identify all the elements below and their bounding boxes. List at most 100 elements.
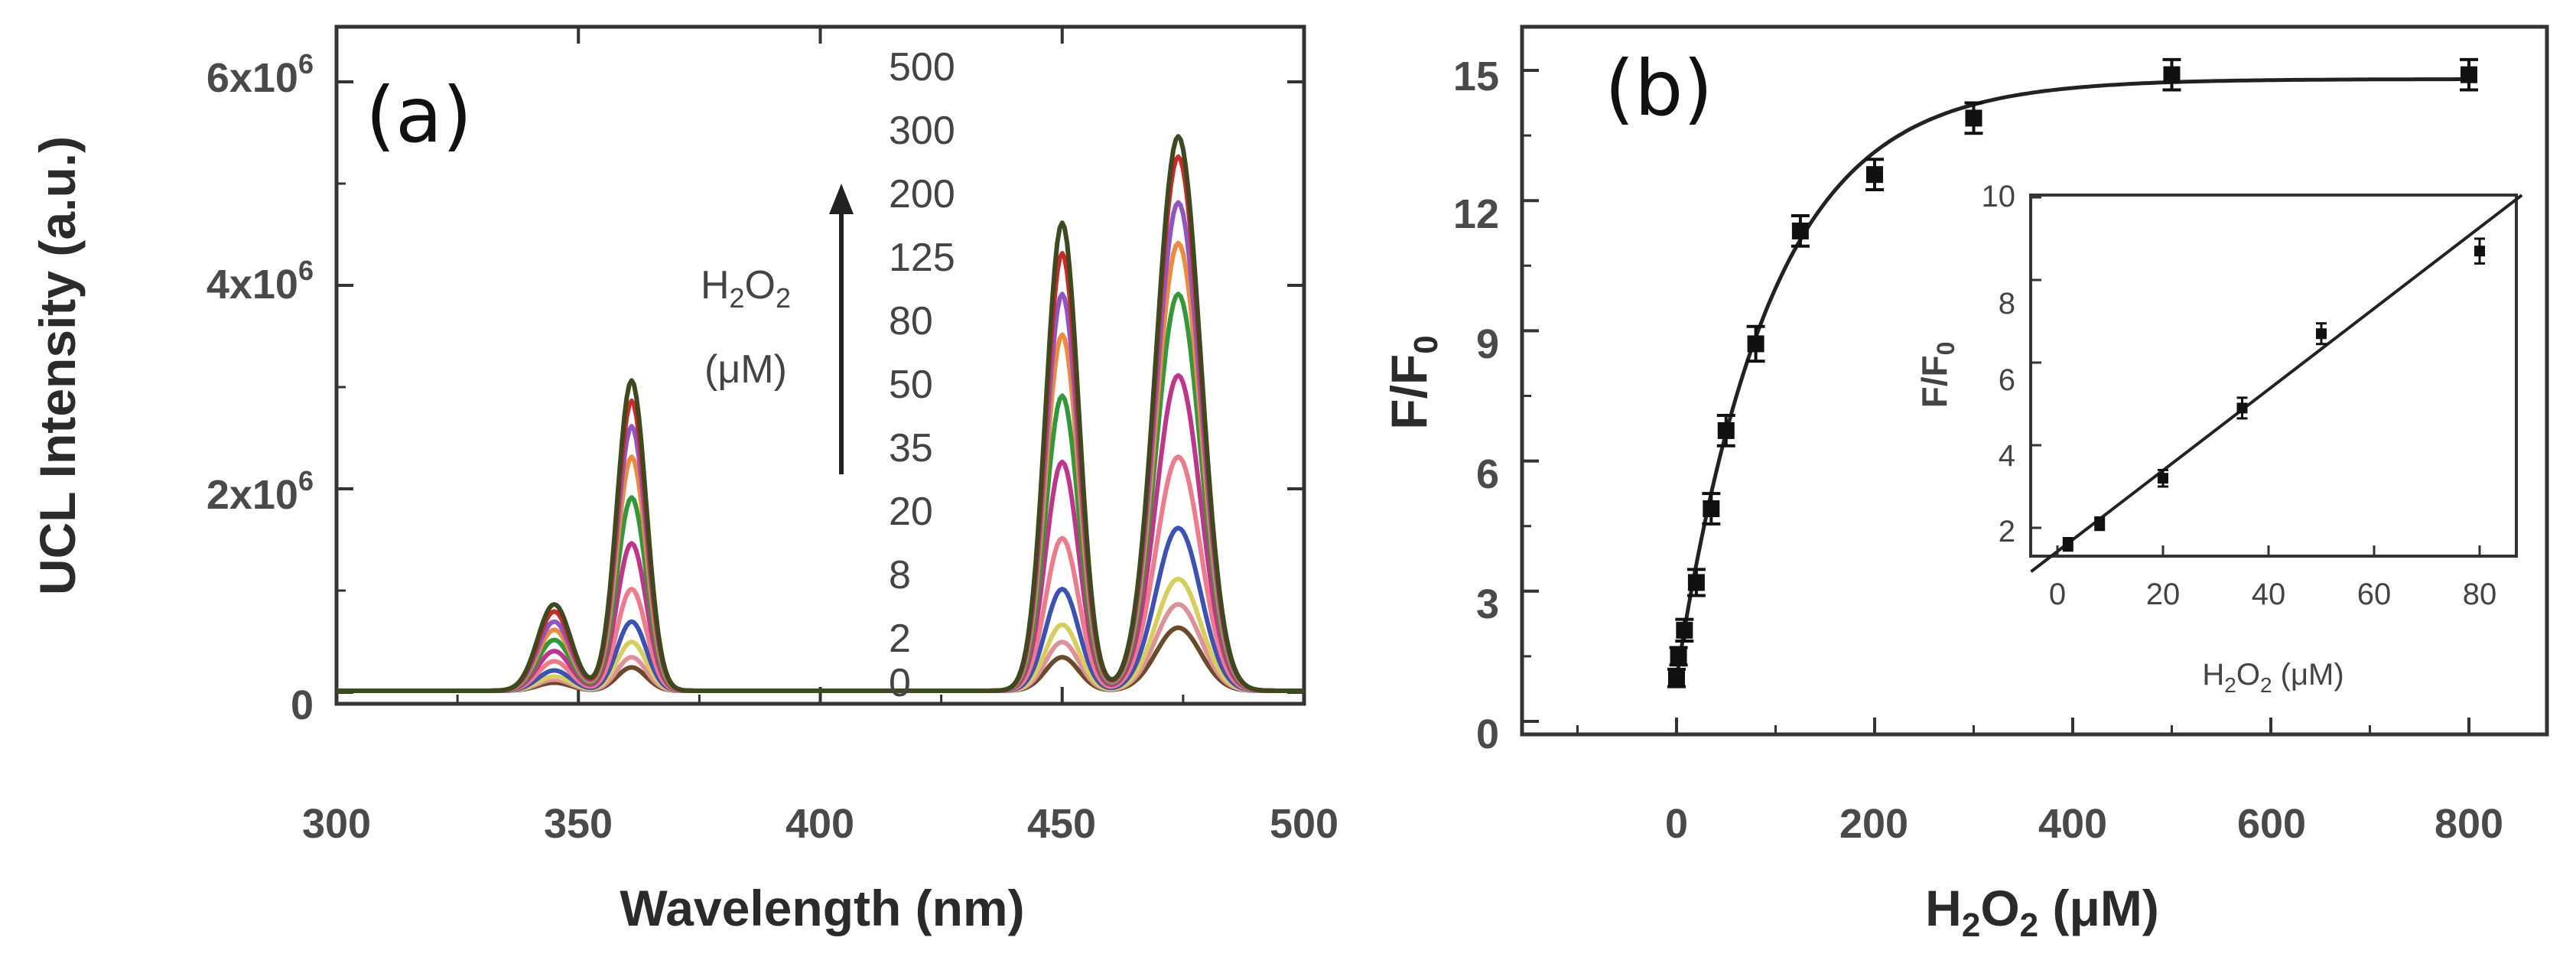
- inset-data-point: [2316, 322, 2327, 346]
- panel-a-ytick-2e6: 2x106: [207, 465, 314, 518]
- point-marker: [1668, 669, 1685, 687]
- inset-point-marker: [2474, 246, 2485, 257]
- panel-b-inset-fit-line: [2030, 194, 2523, 573]
- panel-b-tick-marks: [1522, 69, 2470, 734]
- panel-b-inset-tick-marks: [2031, 196, 2481, 556]
- inset-data-point: [2236, 396, 2248, 420]
- panel-a-ylabel: UCL Intensity (a.u.): [29, 136, 86, 595]
- inset-point-marker: [2062, 539, 2073, 550]
- point-marker: [1676, 621, 1693, 639]
- panel-a-increase-arrowhead: [829, 184, 854, 214]
- panel-a-conc-label: 20: [889, 490, 933, 534]
- inset-point-marker: [2094, 518, 2106, 529]
- panel-b-xlabel: H2O2 (μM): [1925, 880, 2159, 944]
- data-point: [2162, 57, 2181, 92]
- data-point: [1865, 158, 1884, 192]
- panel-b-xtick-200: 200: [1839, 801, 1908, 847]
- inset-data-point: [2158, 468, 2168, 488]
- point-marker: [1747, 335, 1764, 353]
- panel-b-plot-frame: [1520, 24, 2549, 737]
- panel-b-ytick-12: 12: [1453, 191, 1499, 237]
- data-point: [2460, 57, 2478, 92]
- panel-b-ytick-0: 0: [1476, 711, 1499, 757]
- panel-b-inset: 2 4 6 8 10 0 20 40 60 80 H2O2 (μM) F/F0: [1914, 180, 2523, 697]
- panel-a-conc-label: 200: [889, 172, 955, 216]
- panel-a-series-group: [337, 134, 1304, 693]
- panel-b-inset-points-group: [2062, 237, 2485, 552]
- point-marker: [2461, 66, 2477, 83]
- panel-a-conc-label: 50: [889, 363, 933, 407]
- panel-a-annotation-h2o2: H2O2: [701, 263, 791, 314]
- inset-point-marker: [2158, 473, 2168, 484]
- panel-a-xtick-500: 500: [1270, 801, 1338, 847]
- panel-b-inset-xlabel: H2O2 (μM): [2202, 658, 2343, 697]
- data-point: [1702, 492, 1721, 526]
- panel-b-ytick-9: 9: [1476, 321, 1499, 367]
- panel-b-inset-xtick-0: 0: [2049, 578, 2066, 611]
- point-marker: [1687, 574, 1705, 591]
- panel-a-conc-label: 8: [889, 553, 911, 597]
- data-point: [1675, 617, 1694, 643]
- panel-a-ytick-0: 0: [291, 682, 314, 728]
- panel-a-conc-label: 300: [889, 109, 955, 153]
- point-marker: [1670, 647, 1687, 665]
- panel-b-inset-xtick-60: 60: [2357, 578, 2392, 611]
- panel-b-inset-ytick-8: 8: [1999, 287, 2015, 321]
- data-point: [1746, 324, 1765, 363]
- panel-a-xtick-300: 300: [302, 801, 371, 847]
- point-marker: [1703, 500, 1720, 518]
- panel-b-inset-ytick-4: 4: [1999, 439, 2015, 473]
- panel-a-xlabel: Wavelength (nm): [620, 880, 1024, 936]
- point-marker: [1866, 166, 1883, 184]
- panel-a-ytick-6e6: 6x106: [207, 48, 314, 101]
- inset-point-marker: [2316, 328, 2327, 340]
- data-point: [1791, 214, 1810, 248]
- spectrum-line-500uM: [337, 134, 1304, 693]
- panel-b-inset-ytick-10: 10: [1982, 180, 2016, 213]
- data-point: [1964, 101, 1983, 135]
- panel-a-conc-label: 125: [889, 236, 955, 280]
- panel-a-conc-label: 2: [889, 617, 911, 661]
- data-point: [1686, 568, 1706, 597]
- panel-b-inset-ylabel: F/F0: [1914, 342, 1960, 409]
- panel-b-label: (b): [1605, 44, 1713, 133]
- panel-a-chart: (a) 0 2x106 4x106 6x106 300 350 400 450 …: [29, 24, 1338, 936]
- point-marker: [1791, 222, 1809, 239]
- inset-data-point: [2094, 516, 2106, 532]
- inset-data-point: [2062, 537, 2073, 552]
- inset-point-marker: [2236, 402, 2248, 414]
- panel-b-ytick-6: 6: [1476, 451, 1499, 497]
- panel-b-inset-ytick-2: 2: [1999, 515, 2015, 548]
- point-marker: [1965, 109, 1982, 127]
- panel-a-label: (a): [366, 70, 472, 160]
- panel-b-xtick-400: 400: [2038, 801, 2107, 847]
- panel-a-conc-label: 0: [889, 661, 911, 705]
- panel-b-inset-frame: [2029, 194, 2518, 558]
- panel-b-ytick-3: 3: [1476, 581, 1499, 627]
- data-point: [1669, 646, 1688, 667]
- point-marker: [2163, 66, 2181, 83]
- panel-a-xtick-350: 350: [544, 801, 613, 847]
- panel-b-inset-xtick-40: 40: [2252, 578, 2286, 611]
- panel-b-xtick-800: 800: [2435, 801, 2503, 847]
- panel-a-conc-label: 500: [889, 45, 955, 90]
- panel-b-xtick-600: 600: [2237, 801, 2306, 847]
- panel-b-chart: (b) 0 3 6 9 12 15 0 200 400 600 800 H2O2…: [1381, 24, 2549, 944]
- inset-data-point: [2474, 237, 2485, 265]
- panel-b-ytick-15: 15: [1453, 54, 1499, 99]
- point-marker: [1717, 422, 1735, 439]
- panel-a-xtick-400: 400: [785, 801, 854, 847]
- panel-b-ylabel: F/F0: [1381, 335, 1445, 429]
- data-point: [1667, 667, 1686, 688]
- data-point: [1716, 414, 1735, 448]
- panel-a-ytick-4e6: 4x106: [207, 255, 314, 308]
- panel-a-conc-label: 80: [889, 299, 933, 343]
- panel-b-inset-xtick-20: 20: [2146, 578, 2181, 611]
- panel-b-inset-xtick-80: 80: [2463, 578, 2497, 611]
- panel-b-points-group: [1667, 57, 2478, 688]
- panel-b-xtick-0: 0: [1665, 801, 1688, 847]
- panel-a-annotation-unit: (μM): [704, 347, 787, 392]
- panel-a-xtick-450: 450: [1027, 801, 1096, 847]
- panel-b-inset-ytick-6: 6: [1999, 363, 2015, 397]
